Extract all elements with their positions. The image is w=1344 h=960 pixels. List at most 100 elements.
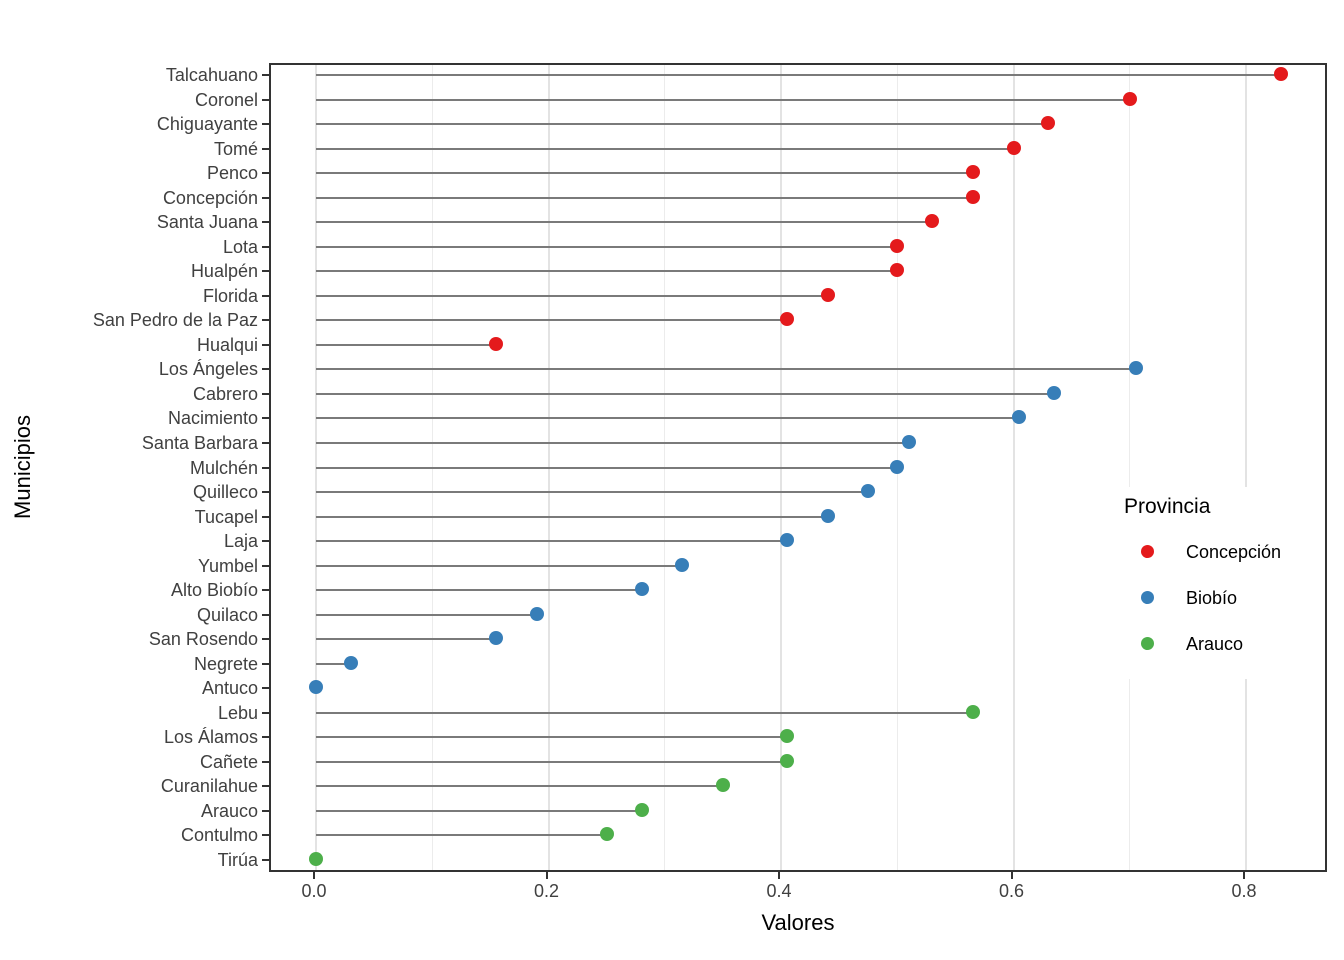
y-tick-label: Penco: [206, 163, 258, 184]
y-tick-label: Los Álamos: [163, 727, 258, 748]
x-tick-label: 0.6: [998, 881, 1025, 901]
x-tick-label: 0.8: [1231, 881, 1257, 901]
data-point-dot: [1273, 67, 1288, 82]
x-tick-label: 0.0: [301, 881, 327, 901]
y-tick-label: Quilleco: [192, 482, 258, 502]
y-tick-mark: [262, 687, 269, 690]
lollipop-stem: [316, 711, 973, 714]
plot-panel: [269, 63, 1327, 872]
y-tick-label: Lebu: [217, 702, 258, 723]
y-tick-mark: [262, 98, 269, 101]
data-point-dot: [965, 189, 980, 204]
y-tick-mark: [262, 74, 269, 77]
y-tick-mark: [262, 638, 269, 641]
y-tick-label: Arauco: [200, 800, 258, 821]
x-tick-mark: [778, 872, 780, 879]
y-tick-label: Concepción: [162, 187, 258, 208]
y-tick-mark: [262, 834, 269, 837]
y-tick-mark: [262, 858, 269, 861]
lollipop-stem: [316, 515, 828, 518]
legend-key-dot: [1141, 637, 1154, 650]
data-point-dot: [820, 287, 835, 302]
y-tick-label: Cañete: [199, 751, 258, 772]
x-axis-title: Valores: [761, 910, 835, 935]
lollipop-stem: [316, 123, 1049, 126]
data-point-dot: [820, 508, 835, 523]
data-point-dot: [965, 165, 980, 180]
lollipop-stem: [316, 98, 1130, 101]
x-tick-mark: [1243, 872, 1245, 879]
data-point-dot: [309, 680, 323, 695]
y-tick-label: Cabrero: [192, 383, 258, 404]
data-point-dot: [599, 827, 614, 842]
y-tick-label: Tucapel: [194, 506, 258, 527]
lollipop-stem: [316, 392, 1055, 395]
legend-item-label: Concepción: [1186, 542, 1282, 562]
y-tick-mark: [262, 123, 269, 126]
lollipop-stem: [316, 221, 933, 224]
lollipop-stem: [316, 809, 642, 812]
minor-gridline: [1129, 65, 1131, 870]
y-tick-label: Curanilahue: [160, 776, 258, 797]
y-tick-label: Talcahuano: [165, 65, 258, 86]
y-tick-mark: [262, 368, 269, 371]
x-tick-mark: [545, 872, 548, 879]
data-point-dot: [675, 557, 690, 572]
lollipop-stem: [316, 736, 787, 739]
y-tick-mark: [262, 515, 269, 518]
legend: Provincia Concepción Biobío Arauco: [1110, 487, 1320, 679]
y-tick-mark: [262, 760, 269, 763]
lollipop-stem: [316, 172, 973, 175]
y-tick-label: Lota: [222, 236, 258, 257]
lollipop-stem: [316, 662, 351, 665]
data-point-dot: [1122, 91, 1137, 106]
legend-item-label: Biobío: [1186, 588, 1238, 608]
data-point-dot: [634, 582, 649, 597]
y-tick-label: San Pedro de la Paz: [92, 310, 258, 331]
y-tick-mark: [262, 589, 269, 592]
y-tick-mark: [262, 613, 269, 616]
y-tick-mark: [262, 294, 269, 297]
y-tick-label: Florida: [202, 285, 258, 306]
y-tick-mark: [262, 540, 269, 543]
y-tick-label: Alto Biobío: [170, 580, 258, 601]
lollipop-stem: [316, 564, 683, 567]
lollipop-stem: [316, 540, 787, 543]
y-tick-mark: [262, 147, 269, 150]
lollipop-stem: [316, 147, 1014, 150]
lollipop-stem: [316, 270, 898, 273]
y-tick-mark: [262, 441, 269, 444]
y-tick-label: Negrete: [193, 653, 258, 674]
y-tick-label: Los Ángeles: [158, 359, 258, 380]
y-tick-label: Mulchén: [189, 457, 258, 478]
lollipop-stem: [316, 466, 898, 469]
y-tick-label: Tirúa: [217, 849, 258, 870]
data-point-dot: [1128, 361, 1143, 376]
y-tick-label: Quilaco: [196, 604, 258, 625]
y-tick-label: Contulmo: [180, 825, 258, 846]
x-tick-label: 0.2: [533, 881, 560, 901]
data-point-dot: [925, 214, 940, 229]
x-tick-mark: [1010, 872, 1013, 879]
data-point-dot: [1006, 140, 1021, 155]
y-tick-label: Antuco: [201, 678, 258, 699]
y-tick-mark: [262, 809, 269, 812]
y-tick-mark: [262, 564, 269, 567]
lollipop-stem: [316, 491, 869, 493]
legend-title: Provincia: [1124, 495, 1211, 518]
lollipop-stem: [316, 196, 973, 199]
y-tick-mark: [262, 172, 269, 175]
y-tick-label: Nacimiento: [167, 408, 258, 429]
legend-key-dot: [1141, 545, 1154, 558]
lollipop-stem: [316, 319, 787, 322]
data-point-dot: [861, 484, 876, 498]
x-tick-label: 0.4: [766, 881, 792, 901]
data-point-dot: [529, 606, 544, 621]
data-point-dot: [779, 312, 794, 327]
legend-item-label: Arauco: [1186, 634, 1244, 654]
legend-item: Biobío: [1110, 586, 1320, 610]
data-point-dot: [309, 851, 323, 866]
lollipop-stem: [316, 74, 1281, 77]
data-point-dot: [901, 434, 916, 449]
data-point-dot: [489, 336, 504, 351]
